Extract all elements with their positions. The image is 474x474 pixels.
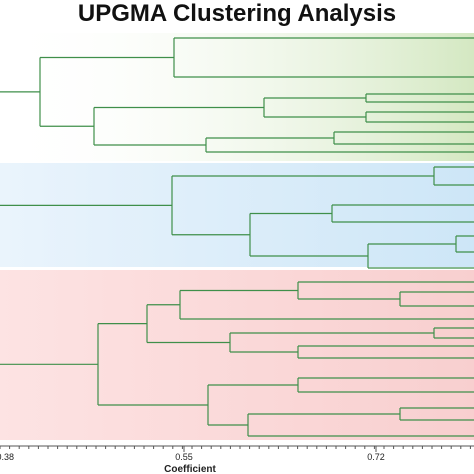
- cluster-band-green: [0, 33, 474, 161]
- x-tick-label-middle: 0.55: [175, 452, 193, 462]
- x-axis-title: Coefficient: [164, 464, 216, 474]
- cluster-band-red: [0, 270, 474, 440]
- page-title: UPGMA Clustering Analysis: [77, 0, 397, 27]
- x-tick-label-right: 0.72: [367, 452, 385, 462]
- x-axis: 0.38 0.55 0.72 Coefficient: [0, 445, 474, 474]
- dendrogram-branches: [0, 37, 474, 437]
- cluster-band-blue: [0, 163, 474, 267]
- x-tick-label-left: 0.38: [0, 452, 14, 462]
